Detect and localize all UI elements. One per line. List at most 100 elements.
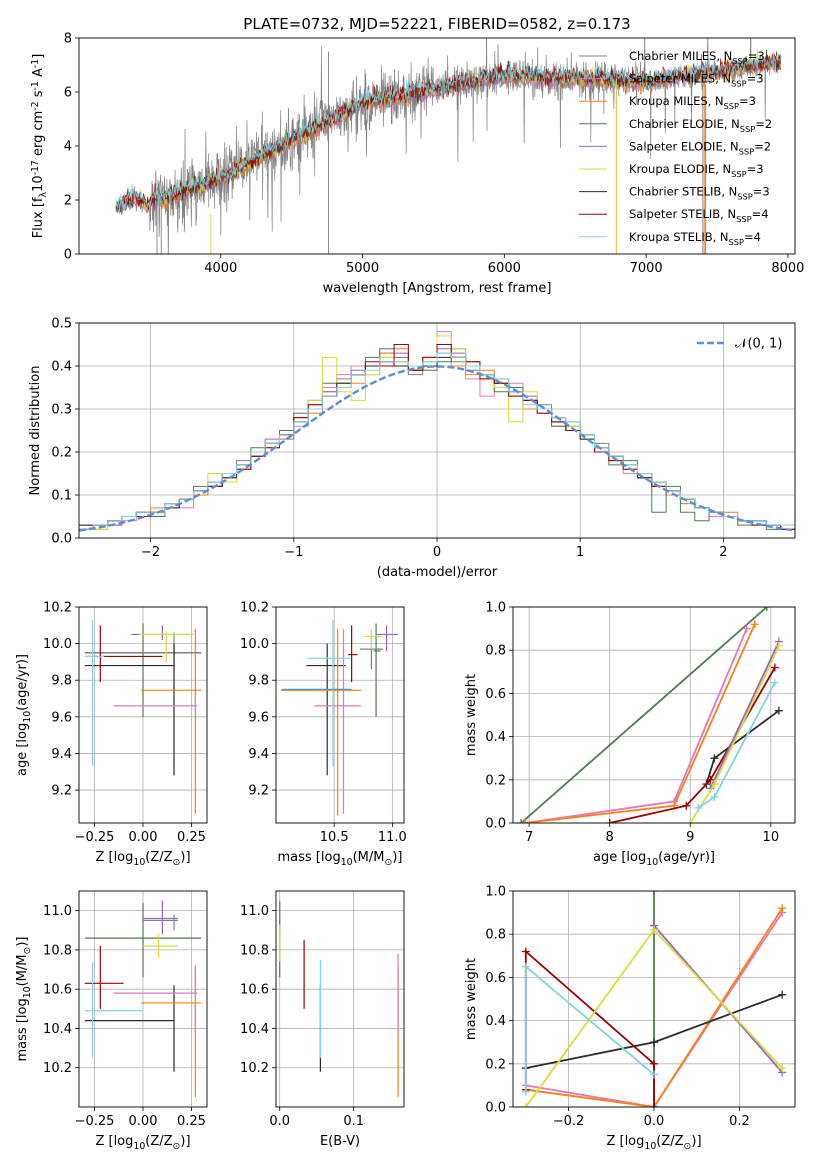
plot-area: [280, 619, 399, 816]
y-tick-label: 0.0: [485, 817, 506, 832]
mass-weight-marker: [650, 891, 658, 895]
errorbar-point-0: [84, 902, 202, 978]
x-tick-label: 0.25: [177, 1114, 206, 1129]
x-tick-label: 0.00: [129, 1114, 158, 1129]
legend-label-2: Kroupa MILES, NSSP=3: [629, 94, 756, 111]
errorbar-point-2: [84, 643, 175, 776]
errorbar-point-1: [84, 985, 175, 1072]
x-tick-label: 9: [686, 830, 694, 845]
y-tick-label: 0.2: [485, 1057, 506, 1072]
mass-weight-marker: [770, 663, 779, 672]
y-tick-label: 4: [64, 140, 72, 155]
panel-mass-vs-EBV: 0.0 0.1 10.2 10.4 10.6 10.8 11.0 E(B-V): [240, 890, 405, 1149]
mass-weight-marker: [774, 706, 783, 715]
mass-weight-marker: [770, 678, 779, 687]
y-tick-label: 10.2: [240, 601, 269, 616]
errorbar-point-5: [141, 965, 202, 1098]
plot-area: [517, 607, 783, 823]
y-tick-label: 10.8: [240, 943, 269, 958]
x-tick-label: 8: [606, 830, 614, 845]
errorbar-point-7: [84, 961, 143, 1058]
y-tick-label: 1.0: [485, 601, 506, 616]
mass-weight-line-5: [709, 641, 780, 789]
mass-weight-marker: [710, 780, 719, 789]
y-tick-label: 10.4: [43, 1022, 72, 1037]
x-tick-label: 10: [763, 830, 780, 845]
y-tick-label: 2: [64, 194, 72, 209]
errorbar-point-4: [131, 625, 194, 640]
errorbar-point-7: [314, 628, 361, 814]
y-tick-label: 0.1: [51, 489, 72, 504]
errorbar-point-6: [141, 628, 202, 814]
mass-weight-marker: [686, 819, 695, 823]
y-tick-label: 10.8: [43, 943, 72, 958]
x-tick-label: −0.25: [75, 1114, 115, 1129]
mass-weight-marker: [521, 1087, 530, 1096]
mass-weight-marker: [650, 1059, 658, 1068]
errorbar-point-8: [84, 619, 105, 767]
panel-age-vs-Z: −0.25 0.00 0.25 9.2 9.4 9.6 9.8 10.0 10.2 Z [log1…: [15, 601, 208, 868]
y-tick-label: 0.4: [485, 1014, 506, 1029]
y-tick-label: 0.2: [51, 446, 72, 461]
y-tick-label: 9.4: [51, 747, 72, 762]
legend-label-1: Salpeter MILES, NSSP=3: [629, 72, 764, 89]
mass-weight-marker: [521, 1103, 530, 1107]
mass-weight-marker: [778, 904, 787, 913]
x-tick-label: 1: [576, 545, 584, 560]
panel-age-vs-mass: 10.5 11.0 9.2 9.4 9.6 9.8 10.0 10.2 mass [log10(…: [240, 601, 407, 869]
y-tick-label: 9.2: [51, 784, 72, 799]
errorbar-point-5: [363, 628, 384, 650]
y-tick-label: 8: [64, 32, 72, 47]
legend-label-5: Kroupa ELODIE, NSSP=3: [629, 162, 764, 179]
mass-weight-marker: [650, 925, 658, 934]
mass-weight-marker: [750, 620, 759, 629]
plot-area: [84, 900, 202, 1098]
x-axis-label: (data-model)/error: [377, 565, 498, 580]
mass-weight-marker: [710, 754, 719, 763]
errorbar-point-4: [376, 625, 399, 651]
mass-weight-line-0: [520, 607, 768, 823]
legend-label-0: Chabrier MILES, NSSP=3: [629, 49, 765, 66]
y-tick-label: 9.8: [248, 674, 269, 689]
y-tick-label: 0.3: [51, 403, 72, 418]
x-tick-label: −0.2: [553, 1114, 585, 1129]
axes-frame: [78, 890, 208, 1108]
plot-area: [521, 891, 787, 1107]
panel-mass-vs-Z: −0.25 0.00 0.25 10.2 10.4 10.6 10.8 11.0 Z [log1…: [15, 890, 208, 1152]
mass-weight-marker: [706, 775, 715, 784]
x-tick-label: −1: [284, 545, 303, 560]
y-tick-label: 0.6: [485, 687, 506, 702]
x-axis-label: mass [log10(M/M⊙)]: [278, 850, 403, 868]
x-tick-label: −0.25: [75, 830, 115, 845]
errorbar-point-5: [139, 630, 194, 662]
y-tick-label: 9.6: [248, 710, 269, 725]
x-axis-label: age [log10(age/yr)]: [593, 850, 715, 868]
mass-weight-marker: [650, 1070, 658, 1079]
x-tick-label: 7: [525, 830, 533, 845]
x-axis-label: Z [log10(Z/Z⊙)]: [95, 1134, 190, 1152]
errorbar-point-6: [113, 965, 198, 1033]
errorbar-point-3: [84, 625, 163, 683]
y-tick-label: 10.4: [240, 1022, 269, 1037]
mass-weight-marker: [605, 819, 614, 823]
x-tick-label: 7000: [630, 261, 663, 276]
errorbar-point-3: [143, 900, 178, 935]
errorbar-point-8: [307, 619, 351, 767]
mass-weight-marker: [682, 801, 691, 810]
x-axis-label: wavelength [Angstrom, rest frame]: [323, 281, 552, 296]
y-tick-label: 10.6: [240, 983, 269, 998]
mass-weight-marker: [694, 803, 703, 812]
y-tick-label: 10.2: [43, 1061, 72, 1076]
y-tick-label: 9.4: [248, 747, 269, 762]
x-tick-label: 10.5: [320, 830, 349, 845]
model-line-4: [115, 56, 782, 214]
chart-title: PLATE=0732, MJD=52221, FIBERID=0582, z=0…: [243, 15, 630, 33]
x-tick-label: −2: [141, 545, 160, 560]
axes-frame: [512, 890, 796, 1108]
x-tick-label: 0.00: [129, 830, 158, 845]
y-tick-label: 9.6: [51, 710, 72, 725]
y-tick-label: 0.8: [485, 928, 506, 943]
axes-frame: [512, 606, 796, 824]
x-tick-label: 6000: [488, 261, 521, 276]
